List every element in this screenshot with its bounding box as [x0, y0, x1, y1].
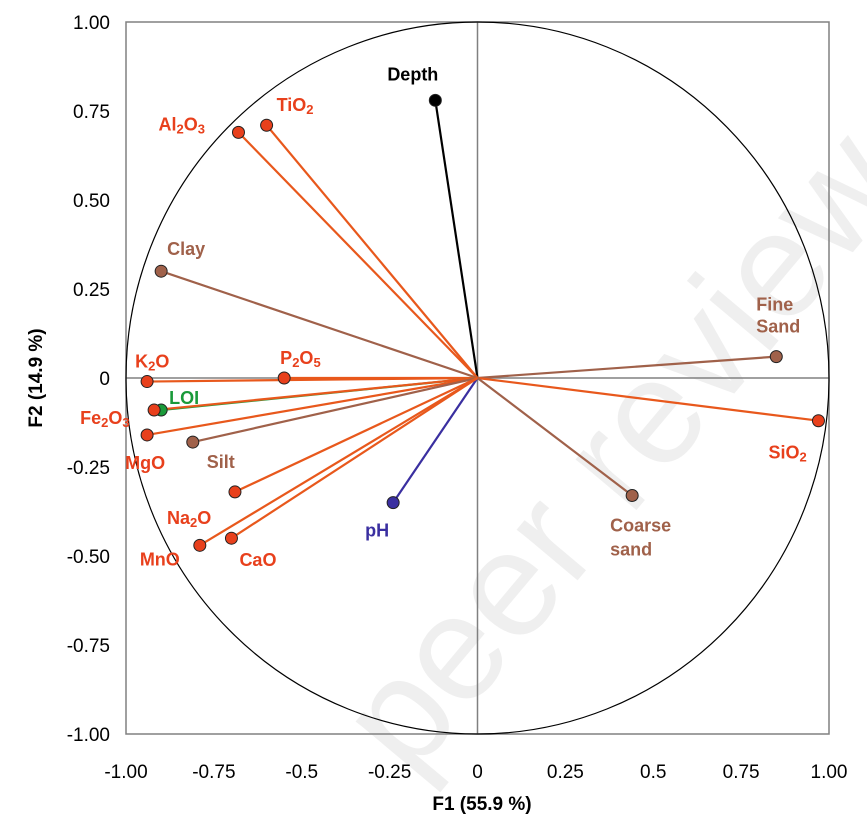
point-silt [186, 435, 200, 449]
point-cao [224, 531, 238, 545]
variable-vectors [146, 100, 819, 547]
y-tick-label: 1.00 [73, 13, 110, 34]
x-tick-label: 0.25 [547, 762, 584, 783]
vector-fe2o3 [154, 376, 478, 412]
label-fine-sand-line2: Sand [756, 317, 800, 337]
point-fine-sand [769, 350, 783, 364]
point-clay [154, 264, 168, 278]
x-tick-label: 0.75 [723, 762, 760, 783]
point-ph [386, 496, 400, 510]
vector-fine-sand [477, 355, 777, 380]
label-clay: Clay [167, 239, 205, 259]
label-fe2o3: Fe2O3 [80, 408, 129, 430]
x-tick-label: 0.5 [640, 762, 666, 783]
label-ph: pH [365, 521, 389, 541]
x-tick-label: -0.5 [285, 762, 318, 783]
y-tick-label: 0.75 [73, 102, 110, 123]
x-tick-label: 0 [472, 762, 483, 783]
vector-sio2 [477, 376, 819, 422]
vector-coarse-sand [476, 377, 633, 497]
vector-clay [160, 270, 478, 380]
vector-tio2 [265, 124, 479, 379]
label-mno: MnO [140, 549, 180, 569]
vector-mno [199, 377, 479, 547]
vector-ph [392, 377, 479, 504]
y-tick-label: 0.50 [73, 191, 110, 212]
label-al2o3: Al2O3 [158, 114, 204, 136]
vector-depth [434, 100, 479, 379]
x-tick-label: -1.00 [104, 762, 147, 783]
x-tick-label: -0.25 [368, 762, 411, 783]
x-tick-labels: -1.00 -0.75 -0.5 -0.25 0 0.25 0.5 0.75 1.00 [104, 762, 847, 783]
label-silt: Silt [207, 452, 235, 472]
vector-na2o [234, 377, 478, 493]
variable-points [140, 93, 825, 552]
label-cao: CaO [239, 550, 276, 570]
label-loi: LOI [169, 388, 199, 408]
y-tick-label: -1.00 [67, 725, 110, 746]
point-depth [428, 93, 442, 107]
point-coarse-sand [625, 488, 639, 502]
vector-silt [192, 376, 478, 444]
y-tick-label: -0.50 [67, 547, 110, 568]
label-p2o5: P2O5 [280, 348, 321, 370]
point-mno [193, 538, 207, 552]
point-k2o [140, 375, 154, 389]
label-depth: Depth [387, 64, 438, 84]
label-coarse-sand: Coarse [610, 515, 671, 535]
y-axis-title: F2 (14.9 %) [26, 328, 47, 427]
label-na2o: Na2O [167, 508, 211, 530]
point-fe2o3 [147, 403, 161, 417]
y-tick-label: -0.25 [67, 458, 110, 479]
point-mgo [140, 428, 154, 442]
x-tick-label: 1.00 [811, 762, 848, 783]
point-na2o [228, 485, 242, 499]
point-p2o5 [277, 371, 291, 385]
label-mgo: MgO [125, 453, 165, 473]
label-coarse-sand-line2: sand [610, 539, 652, 559]
vector-cao [230, 377, 479, 540]
unit-circle [125, 21, 830, 735]
vector-al2o3 [237, 131, 479, 379]
label-k2o: K2O [135, 352, 169, 374]
y-tick-label: 0 [99, 369, 110, 390]
x-axis-title: F1 (55.9 %) [432, 794, 531, 815]
label-fine-sand: Fine [756, 295, 793, 315]
point-tio2 [260, 118, 274, 132]
correlation-circle [125, 21, 830, 735]
x-tick-label: -0.75 [192, 762, 235, 783]
vector-mgo [146, 376, 478, 437]
y-tick-label: 0.25 [73, 280, 110, 301]
label-tio2: TiO2 [277, 95, 314, 117]
label-sio2: SiO2 [768, 443, 806, 465]
y-tick-label: -0.75 [67, 636, 110, 657]
point-sio2 [811, 414, 825, 428]
y-tick-labels: 1.00 0.75 0.50 0.25 0 -0.25 -0.50 -0.75 -1.00 [67, 13, 110, 746]
point-al2o3 [231, 125, 245, 139]
